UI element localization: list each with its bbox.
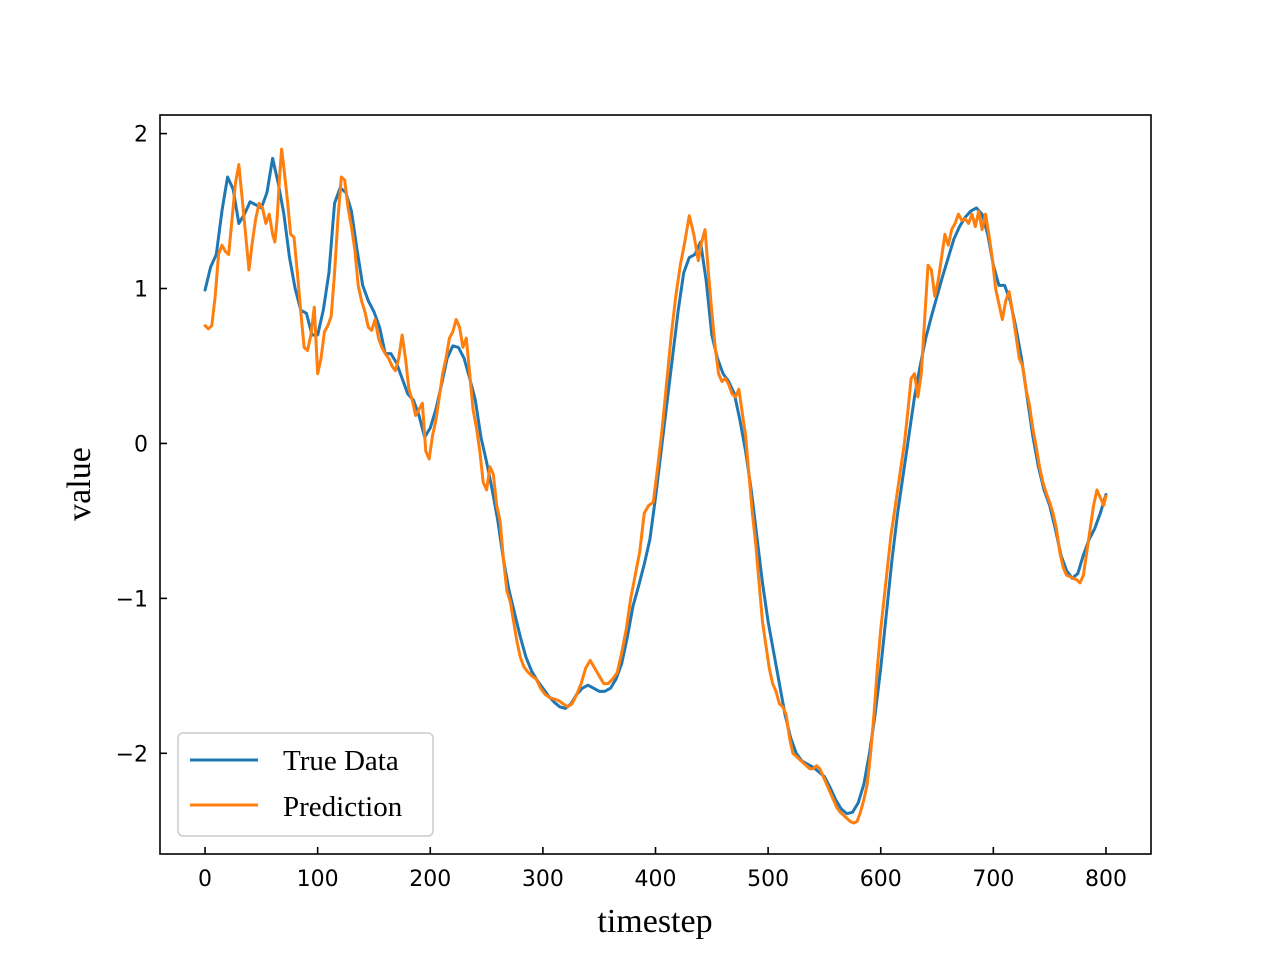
y-axis-title: value: [61, 447, 98, 521]
y-tick-label: 1: [134, 278, 148, 303]
x-axis-title: timestep: [597, 903, 712, 940]
y-tick-label: 2: [134, 123, 148, 148]
y-tick-label: −1: [116, 587, 148, 612]
x-tick-label: 700: [972, 867, 1014, 892]
x-tick-label: 300: [522, 867, 564, 892]
x-tick-label: 400: [635, 867, 677, 892]
x-tick-label: 800: [1085, 867, 1127, 892]
x-axis: 0 100 200 300 400 500 600 700 800: [198, 847, 1127, 892]
series-line-prediction: [203, 147, 1108, 825]
y-axis: 2 1 0 −1 −2: [116, 123, 167, 767]
series-line-true-data: [203, 156, 1108, 816]
legend: True Data Prediction: [177, 732, 434, 837]
x-tick-label: 600: [860, 867, 902, 892]
x-tick-label: 200: [409, 867, 451, 892]
x-tick-label: 0: [198, 867, 212, 892]
legend-label-prediction: Prediction: [283, 791, 403, 823]
y-tick-label: −2: [116, 742, 148, 767]
x-tick-label: 500: [747, 867, 789, 892]
x-tick-label: 100: [297, 867, 339, 892]
series-layer: [203, 147, 1108, 825]
y-tick-label: 0: [134, 432, 148, 457]
legend-label-true-data: True Data: [283, 745, 399, 777]
